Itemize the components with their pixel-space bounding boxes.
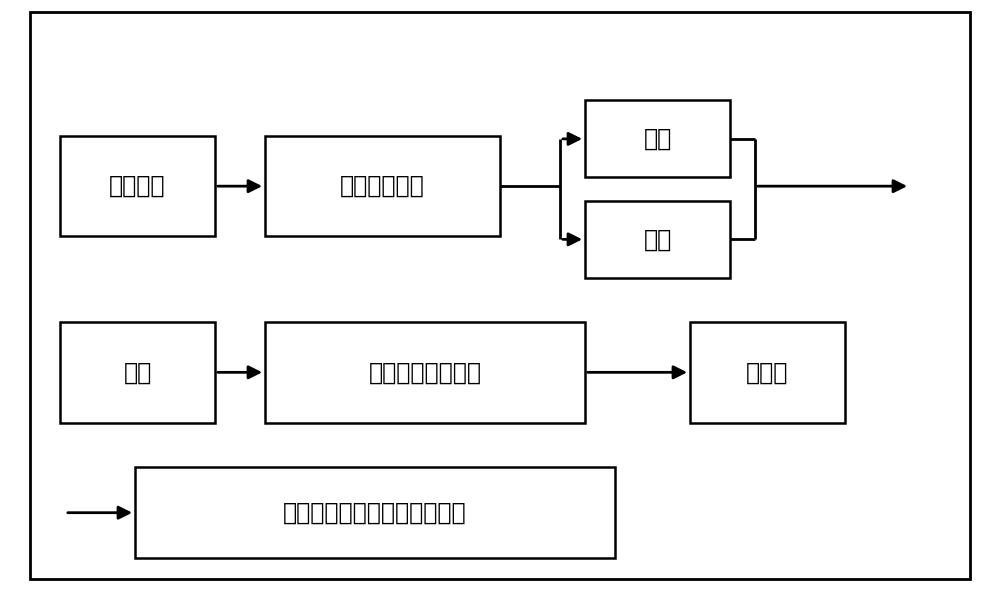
- Bar: [585, 201, 730, 278]
- Bar: [135, 467, 615, 558]
- Bar: [60, 136, 215, 236]
- Text: 准备原料: 准备原料: [109, 174, 166, 198]
- Text: 精锻: 精锻: [123, 361, 152, 384]
- Text: 旋锻: 旋锻: [643, 228, 672, 251]
- Text: 再结晶去应力退火: 再结晶去应力退火: [369, 361, 482, 384]
- Text: 真空感应熔炼: 真空感应熔炼: [340, 174, 425, 198]
- Text: 铜基多元高温难变形合金丝材: 铜基多元高温难变形合金丝材: [283, 501, 467, 525]
- Bar: [265, 322, 585, 423]
- Bar: [60, 322, 215, 423]
- Text: 挤压: 挤压: [643, 127, 672, 151]
- Bar: [265, 136, 500, 236]
- Bar: [585, 100, 730, 177]
- Bar: [690, 322, 845, 423]
- Text: 冷拉拔: 冷拉拔: [746, 361, 789, 384]
